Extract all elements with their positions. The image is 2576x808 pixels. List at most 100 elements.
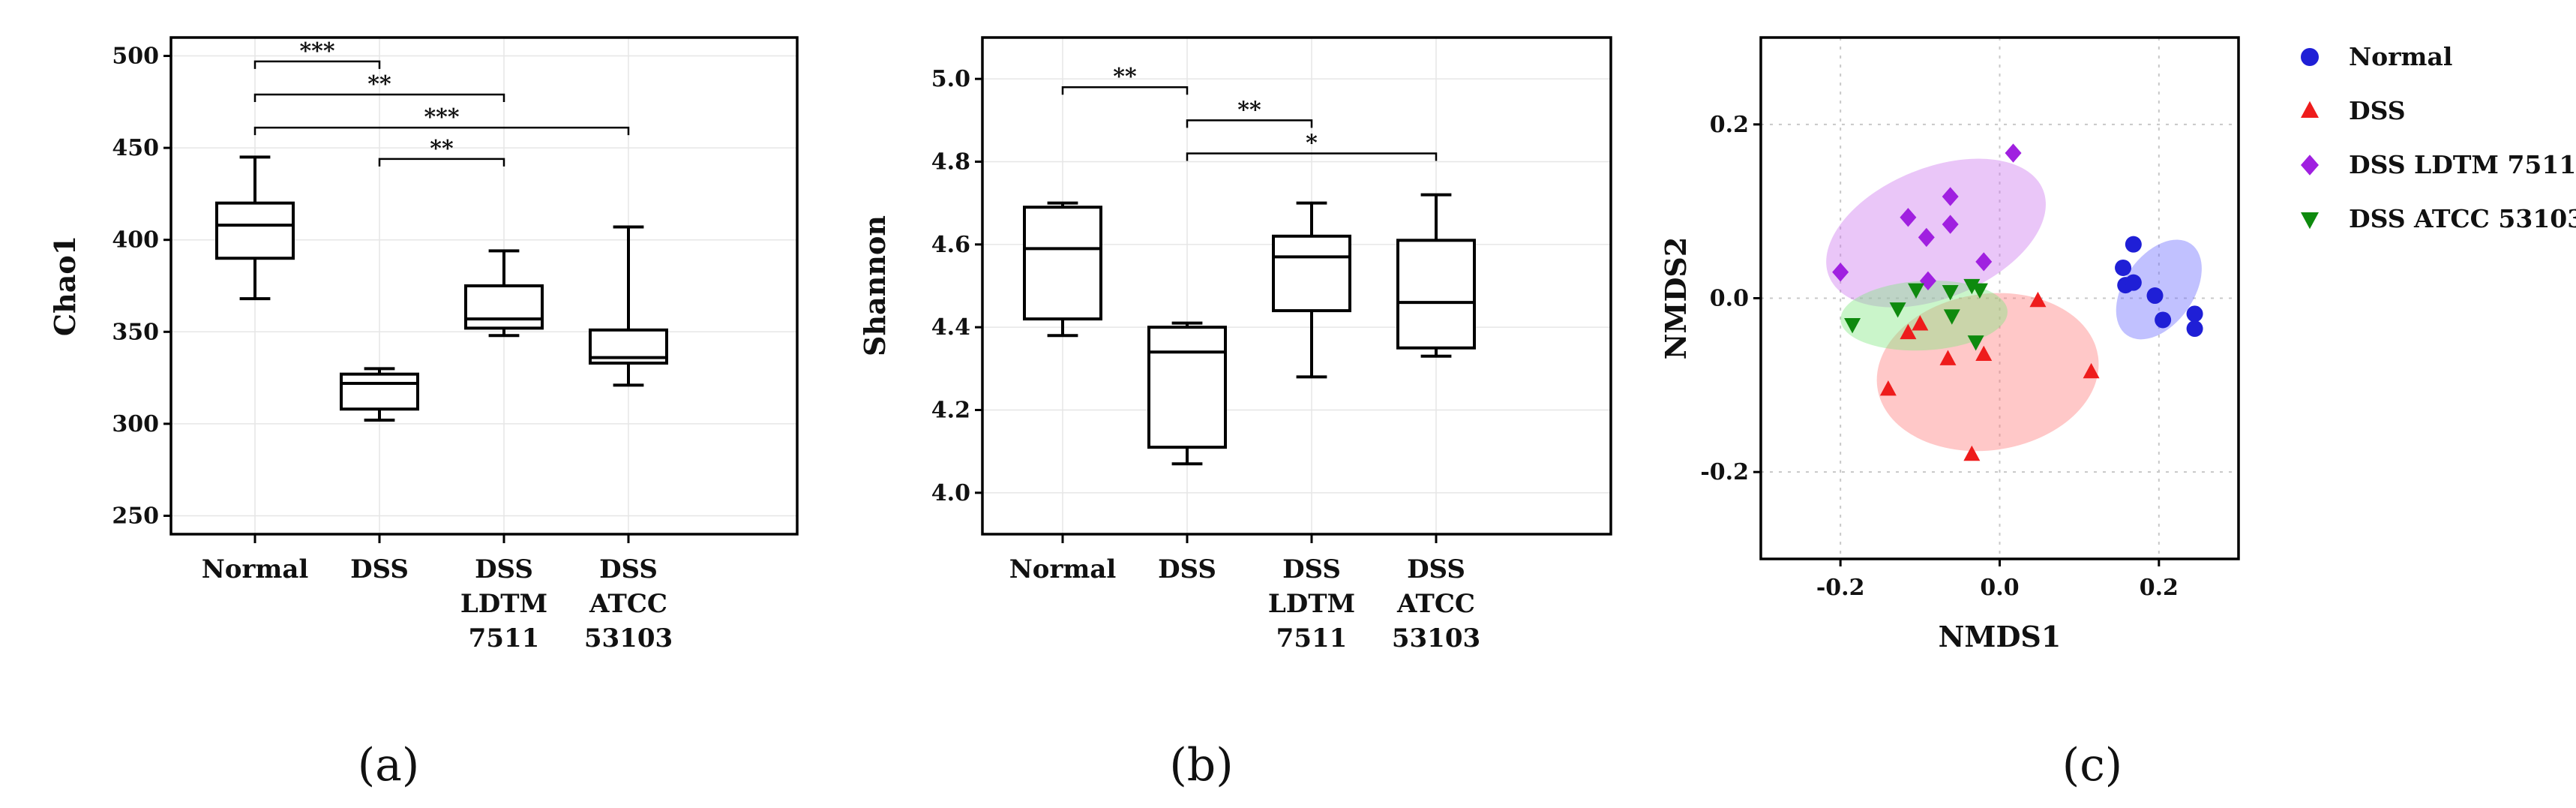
data-point	[1963, 445, 1981, 461]
x-tick-label: -0.2	[1816, 575, 1865, 601]
y-tick-label: 4.0	[931, 480, 970, 506]
plot-frame	[169, 36, 799, 536]
bracket-line	[1186, 119, 1313, 128]
x-category-label: DSS LDTM 7511	[460, 554, 547, 653]
data-point	[2186, 305, 2203, 323]
bracket-line	[253, 60, 381, 69]
y-tick-label: 4.6	[931, 232, 970, 258]
legend-label: DSS LDTM 7511	[2349, 150, 2576, 179]
x-category-line: DSS	[350, 554, 409, 584]
data-point	[1889, 302, 1906, 318]
x-category-line: ATCC	[1396, 589, 1475, 619]
y-tick-label: 250	[112, 503, 159, 529]
data-point	[1942, 187, 1959, 206]
iqr-box	[1023, 206, 1102, 321]
x-category-line: DSS	[1282, 554, 1341, 584]
data-point	[2125, 274, 2142, 291]
data-point	[1844, 318, 1861, 334]
data-point	[1879, 380, 1897, 396]
ellipse-dss-atcc-53103	[1840, 281, 2008, 351]
legend: Normal DSS DSS LDTM 7511 DSS ATCC 53103	[2301, 42, 2576, 233]
data-point	[2083, 362, 2100, 379]
x-category-line: 53103	[1392, 623, 1480, 653]
y-tick-label: 4.4	[931, 314, 970, 341]
panel-label: (b)	[1169, 739, 1233, 791]
data-point	[2146, 287, 2164, 305]
significance-bracket: ***	[253, 104, 630, 136]
data-point	[1912, 315, 1929, 331]
iqr-box	[340, 372, 419, 411]
legend-marker	[2301, 155, 2319, 176]
bracket-line	[378, 158, 505, 167]
panel-label: (c)	[2062, 739, 2122, 791]
x-category-line: 7511	[469, 623, 540, 653]
ellipse-dss-ldtm-7511	[1826, 158, 2046, 308]
bracket-line	[1186, 152, 1438, 161]
x-axis-label: NMDS1	[1939, 620, 2062, 653]
y-tick-label: 4.2	[931, 398, 970, 424]
significance-bracket: **	[253, 71, 505, 103]
box-1	[1147, 321, 1227, 466]
data-point	[1908, 283, 1925, 299]
y-tick-label: 300	[112, 411, 159, 437]
box-0	[215, 155, 295, 301]
x-category-line: Normal	[1009, 554, 1117, 584]
data-point	[1832, 263, 1849, 282]
data-point	[1900, 208, 1917, 227]
y-tick-label: 450	[112, 135, 159, 161]
data-point	[1942, 284, 1959, 301]
x-category-label: DSS	[350, 554, 409, 584]
y-tick-label: 5.0	[931, 66, 970, 92]
data-point	[2186, 320, 2203, 338]
legend-marker	[2301, 101, 2319, 118]
iqr-box	[464, 284, 544, 330]
series-dss-ldtm-7511	[1832, 143, 2022, 290]
data-point	[2115, 259, 2132, 276]
data-point	[1918, 227, 1935, 248]
y-axis-label: NMDS2	[1659, 237, 1693, 360]
x-category-label: DSS	[1158, 554, 1216, 584]
y-tick-label: 350	[112, 319, 159, 345]
significance-bracket: **	[1186, 97, 1313, 128]
data-point	[1900, 323, 1917, 340]
legend-item: DSS LDTM 7511	[2301, 150, 2576, 179]
bracket-line	[253, 93, 505, 103]
y-axis-label: Shannon	[858, 215, 892, 356]
bracket-line	[1061, 86, 1189, 95]
panel-label: (a)	[358, 739, 420, 791]
data-point	[2029, 291, 2047, 308]
legend-item: Normal	[2301, 42, 2452, 71]
x-category-line: 53103	[584, 623, 673, 653]
legend-label: DSS ATCC 53103	[2349, 204, 2576, 233]
box-2	[464, 249, 544, 338]
iqr-box	[1272, 234, 1351, 313]
significance-bracket: **	[1061, 64, 1189, 95]
x-category-line: ATCC	[589, 589, 667, 619]
x-category-line: Normal	[202, 554, 309, 584]
iqr-box	[1396, 239, 1476, 350]
significance-bracket: ***	[253, 38, 381, 69]
bracket-line	[253, 126, 630, 136]
significance-label: *	[1306, 130, 1318, 156]
data-point	[2155, 311, 2172, 329]
data-point	[1971, 283, 1988, 299]
data-point	[1963, 278, 1981, 295]
iqr-box	[1147, 326, 1227, 449]
box-3	[589, 225, 668, 387]
x-category-line: LDTM	[460, 589, 547, 619]
legend-label: Normal	[2349, 42, 2452, 71]
y-tick-label: 400	[112, 227, 159, 254]
significance-label: **	[367, 71, 391, 98]
data-point	[2125, 236, 2142, 253]
x-category-line: 7511	[1276, 623, 1348, 653]
data-point	[1939, 350, 1957, 365]
series-normal	[2115, 236, 2203, 338]
data-point	[1919, 271, 1936, 290]
x-category-label: DSS LDTM 7511	[1268, 554, 1355, 653]
data-point	[1943, 309, 1960, 325]
x-category-label: DSS ATCC 53103	[584, 554, 673, 653]
box-3	[1396, 193, 1476, 358]
